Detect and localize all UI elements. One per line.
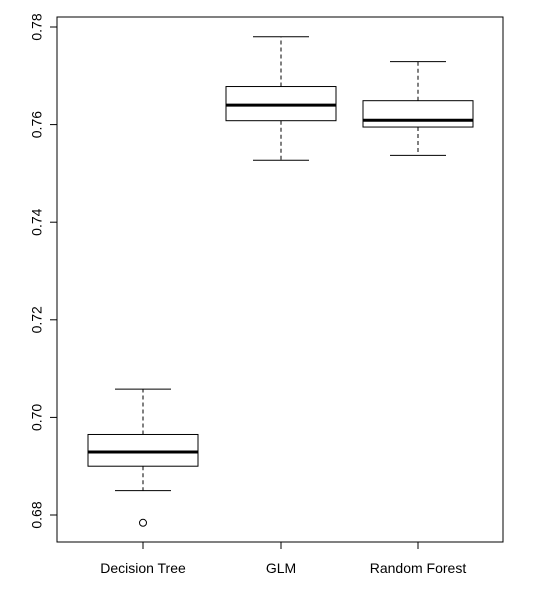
x-tick-label: GLM: [266, 560, 296, 576]
x-tick-label: Decision Tree: [100, 560, 186, 576]
box-series: [87, 36, 474, 527]
box-3: [362, 61, 474, 156]
y-tick-label: 0.68: [29, 501, 45, 528]
y-tick-label: 0.76: [29, 111, 45, 138]
box-1: [87, 388, 199, 527]
iqr-box: [87, 433, 199, 467]
x-tick-label: Random Forest: [370, 560, 467, 576]
iqr-box: [362, 100, 474, 128]
y-tick-label: 0.72: [29, 306, 45, 333]
outlier-point: [139, 518, 147, 527]
y-tick-label: 0.74: [29, 208, 45, 235]
y-axis: 0.68 0.70 0.72 0.74 0.76 0.78: [29, 13, 57, 529]
y-tick-label: 0.70: [29, 404, 45, 431]
box-2: [225, 36, 337, 161]
plot-frame: [56, 16, 504, 543]
y-tick-label: 0.78: [29, 13, 45, 40]
x-axis: Decision Tree GLM Random Forest: [100, 542, 466, 576]
